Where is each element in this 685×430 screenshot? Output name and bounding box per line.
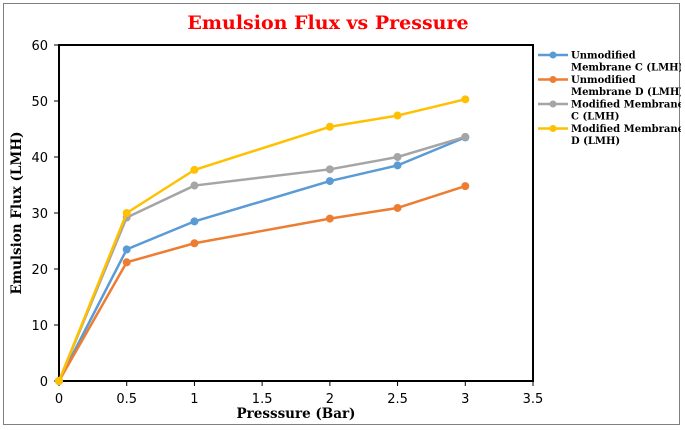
y-tick-label: 20: [31, 263, 48, 278]
data-point: [122, 258, 131, 267]
series-line: [57, 135, 466, 382]
chart-frame: Emulsion Flux vs Pressure 0 0.5 1 1.5 2 2.5 3 3…: [3, 3, 681, 425]
legend-label: Unmodified Membrane D (LMH): [571, 75, 681, 98]
series-1: [55, 133, 470, 385]
legend-swatch-marker: [549, 51, 557, 59]
data-point: [393, 161, 402, 170]
data-point: [393, 203, 402, 212]
series-line: [57, 136, 466, 382]
y-axis-label: Emulsion Flux (LMH): [9, 131, 25, 294]
legend-item: Unmodified Membrane D (LMH): [538, 75, 681, 98]
legend-swatch-marker: [549, 125, 557, 132]
series-line: [57, 184, 466, 382]
data-point: [393, 111, 402, 120]
data-point: [190, 239, 199, 248]
data-point: [190, 181, 199, 190]
legend-item: Modified Membrane C (LMH): [538, 100, 681, 123]
x-tick-label: 2: [326, 392, 334, 407]
x-tick-label: 1.5: [252, 392, 273, 407]
y-tick-label: 10: [31, 319, 48, 334]
legend-swatch-marker: [549, 76, 557, 83]
x-tick-label: 3.5: [523, 392, 544, 407]
legend-label: Modified Membrane C (LMH): [571, 100, 681, 123]
x-tick-label: 3: [461, 392, 469, 407]
chart-title: Emulsion Flux vs Pressure: [187, 12, 468, 34]
legend: Unmodified Membrane C (LMH)Unmodified Memb…: [538, 51, 681, 147]
legend-item: Modified Membrane D (LMH): [538, 124, 681, 147]
data-point: [393, 153, 402, 161]
data-point: [325, 122, 334, 131]
data-point: [122, 245, 131, 254]
data-point: [325, 214, 334, 223]
x-tick-label: 1: [190, 392, 198, 407]
series-layer: [55, 95, 470, 385]
legend-item: Unmodified Membrane C (LMH): [538, 51, 681, 74]
y-tick-label: 60: [31, 39, 48, 54]
data-point: [461, 132, 470, 141]
data-point: [190, 217, 199, 226]
x-tick-label: 2.5: [387, 392, 408, 407]
x-axis-label: Presssure (Bar): [237, 406, 356, 422]
data-point: [461, 182, 470, 191]
series-line: [57, 98, 466, 382]
y-tick-label: 50: [31, 95, 48, 110]
y-tick-label: 40: [31, 151, 48, 166]
data-point: [325, 177, 334, 186]
data-point: [122, 209, 131, 217]
data-point: [461, 95, 470, 104]
data-point: [55, 377, 63, 385]
series-3: [55, 132, 470, 385]
data-point: [190, 165, 199, 174]
series-4: [55, 95, 470, 385]
y-tick-label: 0: [40, 375, 48, 390]
y-tick-label: 30: [31, 207, 48, 222]
x-tick-label: 0: [55, 392, 63, 407]
series-2: [55, 182, 470, 385]
data-point: [325, 165, 334, 174]
legend-label: Modified Membrane D (LMH): [571, 124, 681, 147]
legend-swatch-marker: [549, 100, 557, 108]
chart: Emulsion Flux vs Pressure 0 0.5 1 1.5 2 2.5 3 3…: [9, 12, 681, 422]
x-axis-ticks: 0 0.5 1 1.5 2 2.5 3 3.5: [55, 381, 543, 407]
y-axis-ticks: 0 10 20 30 40 50 60: [31, 39, 59, 390]
legend-label: Unmodified Membrane C (LMH): [571, 51, 681, 74]
x-tick-label: 0.5: [116, 392, 137, 407]
